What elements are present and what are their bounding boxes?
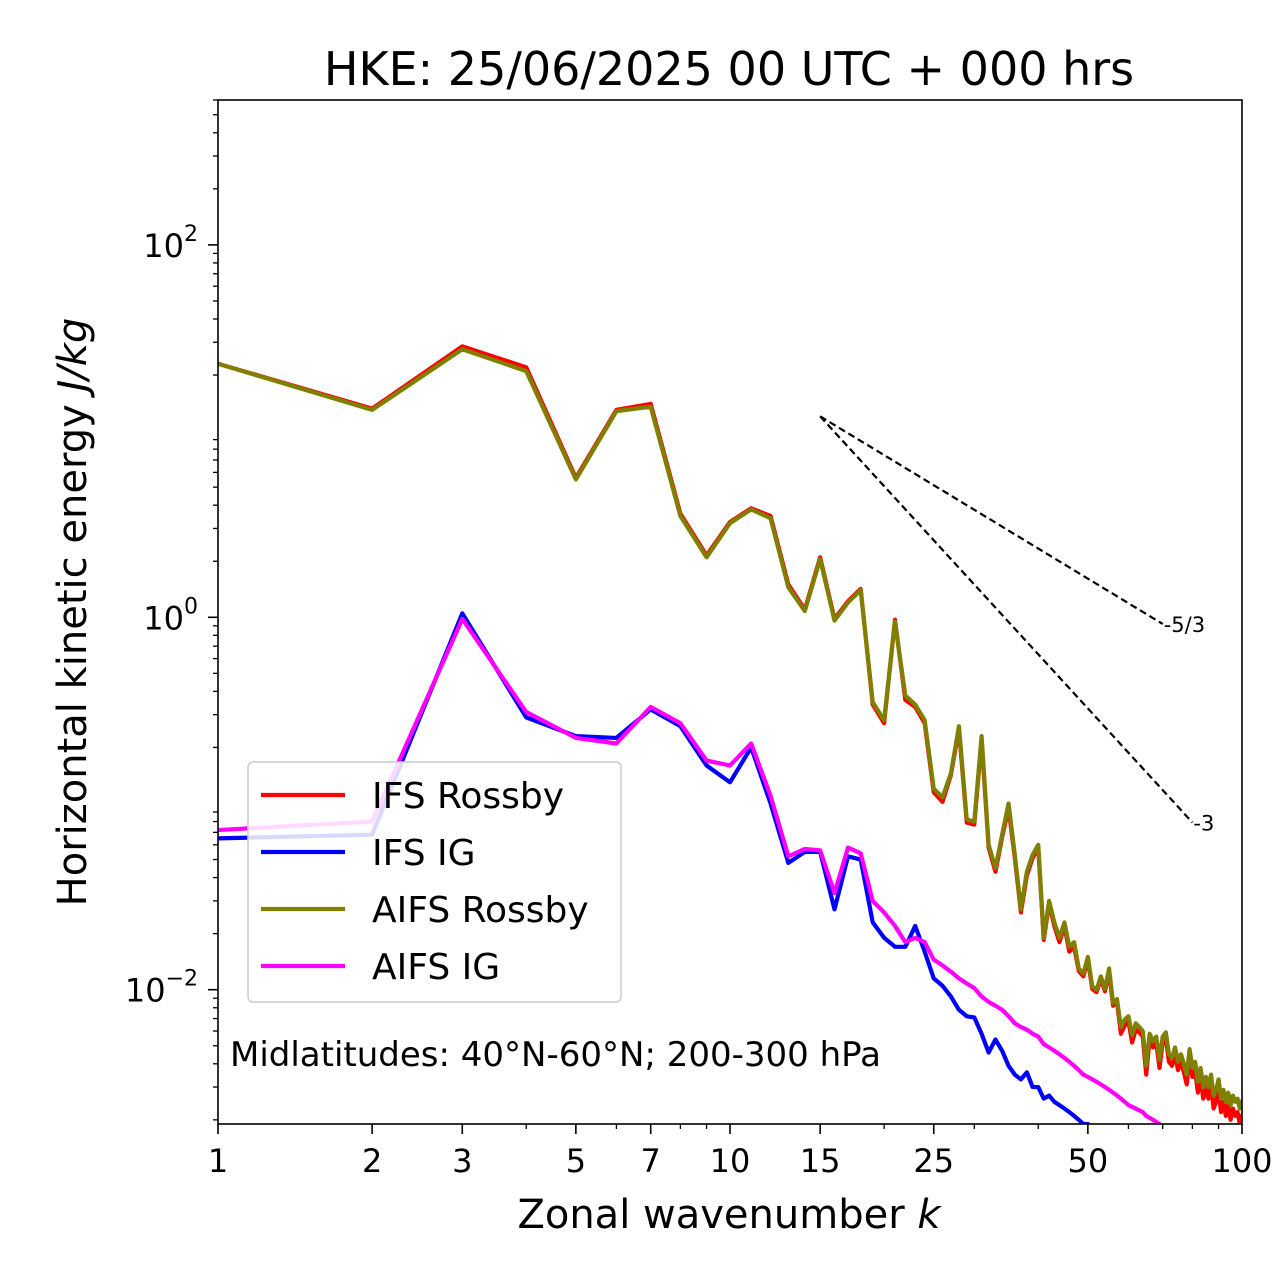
y-axis-label-unit: J/kg [50,318,96,399]
legend-box [247,761,622,1003]
x-tick-label: 1 [208,1142,228,1180]
x-tick-label: 15 [800,1142,841,1180]
x-tick-label: 2 [362,1142,382,1180]
reference-line-label-1: -5/3 [1164,613,1205,637]
legend-label-aifs-ig: AIFS IG [372,947,500,988]
legend-label-ifs-rossby: IFS Rossby [372,776,564,817]
x-tick-label: 10 [710,1142,751,1180]
x-axis-label-variable: k [917,1192,942,1238]
region-annotation: Midlatitudes: 40°N-60°N; 200-300 hPa [230,1035,881,1075]
x-tick-label: 50 [1068,1142,1109,1180]
y-tick-label: 100 [143,594,198,637]
x-axis-label-text: Zonal wavenumber [517,1192,905,1238]
x-tick-label: 25 [913,1142,954,1180]
series-line-aifs-ig [218,616,1164,1124]
y-axis-label: Horizontal kinetic energy J/kg [50,318,96,907]
x-axis-label: Zonal wavenumber k [517,1192,942,1238]
legend: IFS Rossby IFS IG AIFS Rossby AIFS IG [247,761,622,1003]
reference-line-1 [819,415,1164,625]
x-tick-label: 100 [1211,1142,1272,1180]
reference-line-label-2: -3 [1193,811,1214,835]
y-axis-label-text: Horizontal kinetic energy [50,404,96,906]
series-line-ifs-ig [218,611,1091,1124]
x-tick-label: 3 [452,1142,472,1180]
x-tick-label: 5 [566,1142,586,1180]
plot-frame [217,99,1243,1125]
series-layer [218,344,1242,1124]
legend-label-ifs-ig: IFS IG [372,833,476,874]
reference-line-2 [819,415,1194,824]
x-tick-label: 7 [641,1142,661,1180]
y-tick-label: 102 [143,222,198,265]
reference-lines: -5/3 -3 [819,415,1214,835]
y-tick-label: 10−2 [125,967,198,1010]
series-line-aifs-rossby [218,347,1242,1111]
legend-label-aifs-rossby: AIFS Rossby [372,890,589,931]
axis-ticks: 1 2 3 5 7 10 15 25 50 100 102 100 10−2 [125,99,1273,1180]
chart-title: HKE: 25/06/2025 00 UTC + 000 hrs [324,42,1134,96]
